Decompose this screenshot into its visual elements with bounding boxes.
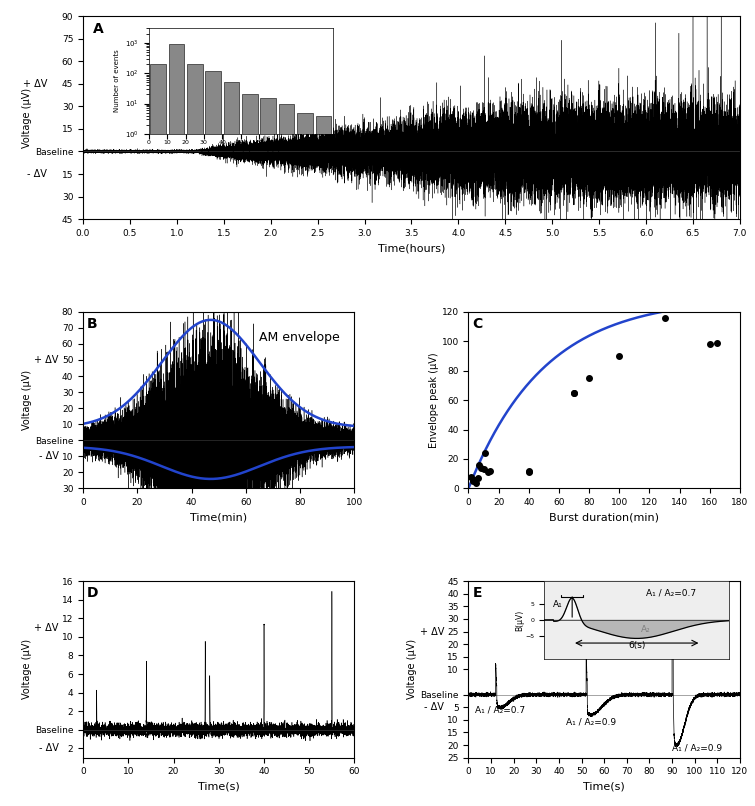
Text: - ΔV: - ΔV: [424, 702, 444, 713]
Point: [522, 466, 535, 479]
Point: [468, 473, 480, 486]
Point: [483, 464, 495, 477]
Point: [479, 447, 491, 459]
Y-axis label: Voltage (μV): Voltage (μV): [408, 639, 418, 700]
Point: [613, 350, 625, 363]
Text: + ΔV: + ΔV: [23, 79, 47, 89]
Text: B: B: [87, 317, 97, 331]
X-axis label: Time(min): Time(min): [190, 513, 248, 522]
X-axis label: Burst duration(min): Burst duration(min): [549, 513, 659, 522]
Point: [471, 472, 483, 484]
Text: - ΔV: - ΔV: [39, 451, 59, 461]
Point: [473, 459, 485, 472]
Y-axis label: Envelope peak (μV): Envelope peak (μV): [429, 352, 439, 448]
Point: [465, 470, 477, 483]
Point: [568, 386, 580, 399]
Point: [583, 372, 595, 384]
Text: - ΔV: - ΔV: [27, 169, 47, 179]
X-axis label: Time(hours): Time(hours): [378, 243, 445, 253]
Y-axis label: Voltage (μV): Voltage (μV): [22, 370, 32, 430]
Point: [568, 386, 580, 399]
Y-axis label: Voltage (μV): Voltage (μV): [22, 639, 32, 700]
Text: + ΔV: + ΔV: [34, 355, 59, 365]
Text: + ΔV: + ΔV: [34, 622, 59, 633]
Text: A₁ / A₂=0.9: A₁ / A₂=0.9: [672, 743, 723, 752]
Point: [477, 463, 489, 476]
Text: + ΔV: + ΔV: [420, 626, 444, 637]
Point: [711, 336, 723, 349]
Point: [658, 311, 670, 324]
Text: AM envelope: AM envelope: [260, 330, 341, 343]
Y-axis label: Voltage (μV): Voltage (μV): [22, 88, 32, 147]
Text: A₁ / A₂=0.7: A₁ / A₂=0.7: [475, 705, 525, 714]
Point: [470, 476, 482, 489]
X-axis label: Time(s): Time(s): [198, 782, 239, 792]
Text: - ΔV: - ΔV: [39, 743, 59, 754]
Point: [474, 461, 486, 474]
Text: E: E: [473, 587, 482, 600]
X-axis label: Time(s): Time(s): [584, 782, 625, 792]
Text: A: A: [93, 23, 103, 36]
Point: [467, 475, 479, 488]
Text: A₁ / A₂=0.9: A₁ / A₂=0.9: [565, 718, 616, 727]
Point: [704, 338, 716, 351]
Point: [482, 466, 494, 479]
Text: C: C: [473, 317, 482, 331]
Text: D: D: [87, 587, 99, 600]
Point: [522, 464, 535, 477]
